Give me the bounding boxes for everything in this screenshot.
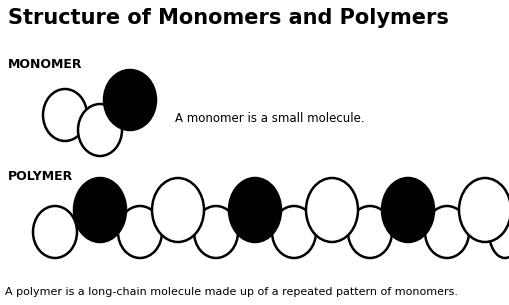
Ellipse shape [381, 178, 433, 242]
Ellipse shape [193, 206, 238, 258]
Ellipse shape [118, 206, 162, 258]
Text: POLYMER: POLYMER [8, 170, 73, 183]
Text: A monomer is a small molecule.: A monomer is a small molecule. [175, 112, 364, 124]
Ellipse shape [424, 206, 468, 258]
Ellipse shape [271, 206, 316, 258]
Text: A polymer is a long-chain molecule made up of a repeated pattern of monomers.: A polymer is a long-chain molecule made … [5, 287, 457, 297]
Text: Structure of Monomers and Polymers: Structure of Monomers and Polymers [8, 8, 448, 28]
Ellipse shape [488, 206, 509, 258]
Ellipse shape [152, 178, 204, 242]
Ellipse shape [74, 178, 126, 242]
Ellipse shape [78, 104, 122, 156]
Ellipse shape [104, 70, 156, 130]
Ellipse shape [33, 206, 77, 258]
Text: MONOMER: MONOMER [8, 58, 82, 71]
Ellipse shape [229, 178, 280, 242]
Ellipse shape [43, 89, 87, 141]
Ellipse shape [458, 178, 509, 242]
Ellipse shape [347, 206, 391, 258]
Ellipse shape [305, 178, 357, 242]
